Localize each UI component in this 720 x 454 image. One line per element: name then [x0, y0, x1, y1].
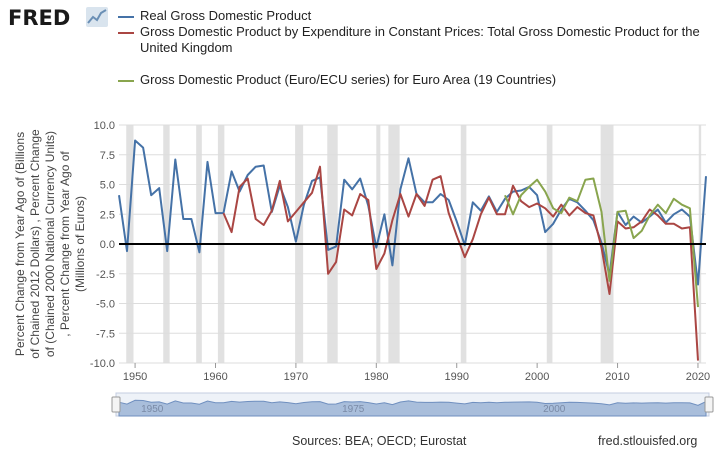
- navigator-tick-label: 1975: [342, 404, 365, 415]
- fred-logo[interactable]: FRED: [8, 6, 71, 30]
- legend-item-euro-gdp[interactable]: Gross Domestic Product (Euro/ECU series)…: [118, 72, 708, 88]
- site-link[interactable]: fred.stlouisfed.org: [598, 434, 698, 448]
- x-tick-label: 1960: [203, 371, 227, 383]
- x-tick-label: 1970: [284, 371, 308, 383]
- x-tick-label: 2020: [686, 371, 710, 383]
- y-tick-label: 2.5: [100, 209, 115, 221]
- legend-item-us-gdp[interactable]: Real Gross Domestic Product: [118, 8, 708, 24]
- x-tick-label: 1950: [123, 371, 147, 383]
- series-line-2[interactable]: [222, 165, 699, 361]
- navigator-tick-label: 2000: [543, 404, 566, 415]
- x-tick-label: 1990: [444, 371, 468, 383]
- y-tick-label: -7.5: [96, 328, 115, 340]
- chart-legend: Real Gross Domestic Product Gross Domest…: [118, 8, 708, 88]
- x-tick-label: 1980: [364, 371, 388, 383]
- navigator-right-handle[interactable]: [704, 396, 714, 413]
- legend-swatch: [118, 80, 134, 82]
- series-line-3[interactable]: [504, 177, 699, 308]
- y-tick-label: 5.0: [100, 180, 115, 192]
- chart-area[interactable]: 10.0 7.5 5.0 2.5 0.0 -2.5 -5.0 -7.5 -10.0 1950 196…: [0, 110, 720, 432]
- y-tick-label: 10.0: [94, 120, 115, 132]
- legend-label: Gross Domestic Product (Euro/ECU series)…: [140, 72, 557, 87]
- sources-text: Sources: BEA; OECD; Eurostat: [292, 434, 467, 448]
- y-tick-label: -5.0: [96, 299, 115, 311]
- x-tick-label: 2000: [525, 371, 549, 383]
- legend-item-uk-gdp[interactable]: Gross Domestic Product by Expenditure in…: [118, 24, 708, 56]
- navigator-left-handle[interactable]: [111, 396, 121, 413]
- y-tick-label: 7.5: [100, 150, 115, 162]
- navigator-series: [118, 399, 707, 417]
- legend-label: Gross Domestic Product by Expenditure in…: [140, 24, 700, 55]
- y-tick-label: -10.0: [90, 358, 115, 370]
- legend-swatch: [118, 16, 134, 18]
- y-axis-label: Percent Change from Year Ago of (Billion…: [13, 129, 87, 359]
- legend-swatch: [118, 32, 134, 34]
- y-tick-label: 0.0: [100, 239, 115, 251]
- legend-label: Real Gross Domestic Product: [140, 8, 312, 23]
- fred-graph-icon: [86, 7, 108, 27]
- x-tick-label: 2010: [605, 371, 629, 383]
- navigator-tick-label: 1950: [141, 404, 164, 415]
- y-tick-label: -2.5: [96, 269, 115, 281]
